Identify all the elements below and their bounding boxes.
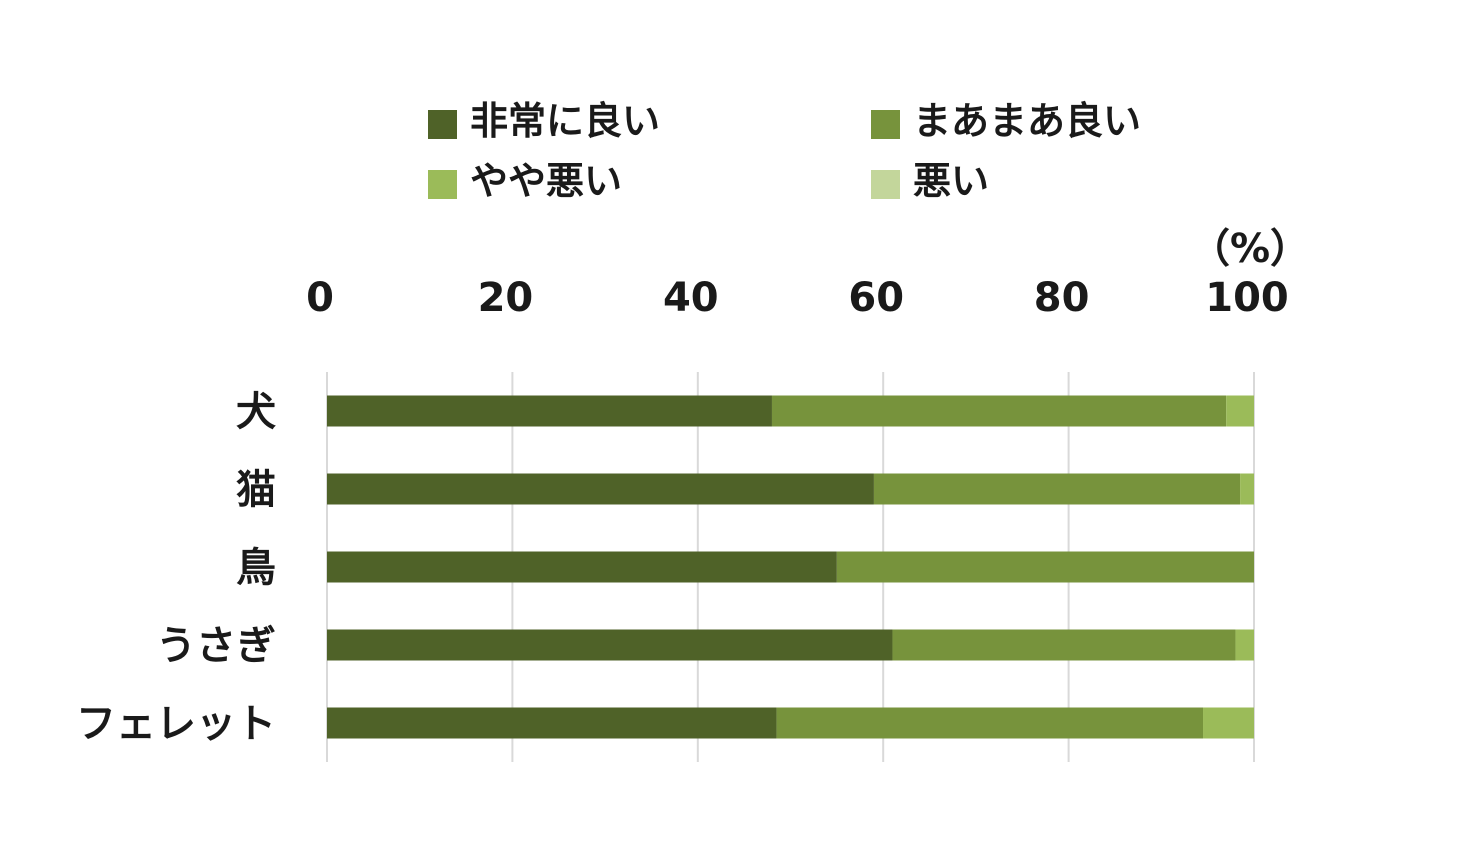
bar-1-series-2 <box>1240 473 1254 505</box>
bar-4-series-2 <box>1203 707 1254 739</box>
x-tick-label-20: 20 <box>478 275 534 321</box>
bar-0-series-2 <box>1226 395 1254 427</box>
x-tick-label-0: 0 <box>306 275 334 321</box>
x-tick-label-40: 40 <box>663 275 719 321</box>
bar-4-series-0 <box>327 707 777 739</box>
bar-3-series-1 <box>892 629 1236 661</box>
bar-1-series-1 <box>873 473 1241 505</box>
unit-label: （%） <box>1190 226 1310 272</box>
bar-4-series-1 <box>776 707 1204 739</box>
bar-2-series-0 <box>327 551 837 583</box>
bars <box>327 395 1254 739</box>
legend-label-3: 悪い <box>913 159 989 203</box>
legend-swatch-2 <box>428 170 457 199</box>
bar-2-series-1 <box>836 551 1254 583</box>
category-label-0: 犬 <box>236 389 276 435</box>
x-tick-label-80: 80 <box>1034 275 1090 321</box>
legend-label-2: やや悪い <box>470 159 622 203</box>
bar-0-series-0 <box>327 395 772 427</box>
legend-label-1: まあまあ良い <box>913 99 1141 143</box>
bar-3-series-0 <box>327 629 893 661</box>
x-tick-label-100: 100 <box>1205 275 1289 321</box>
x-axis-ticks: 0 20 40 60 80 100 <box>306 275 1289 321</box>
legend-swatch-1 <box>871 110 900 139</box>
category-label-4: フェレット <box>76 701 276 747</box>
legend-swatch-0 <box>428 110 457 139</box>
bar-3-series-2 <box>1235 629 1254 661</box>
legend-swatch-3 <box>871 170 900 199</box>
x-tick-label-60: 60 <box>848 275 904 321</box>
category-label-2: 鳥 <box>236 545 276 591</box>
bar-1-series-0 <box>327 473 874 505</box>
category-label-1: 猫 <box>236 467 276 513</box>
category-label-3: うさぎ <box>156 623 276 669</box>
legend-label-0: 非常に良い <box>470 99 660 143</box>
bar-0-series-1 <box>771 395 1227 427</box>
